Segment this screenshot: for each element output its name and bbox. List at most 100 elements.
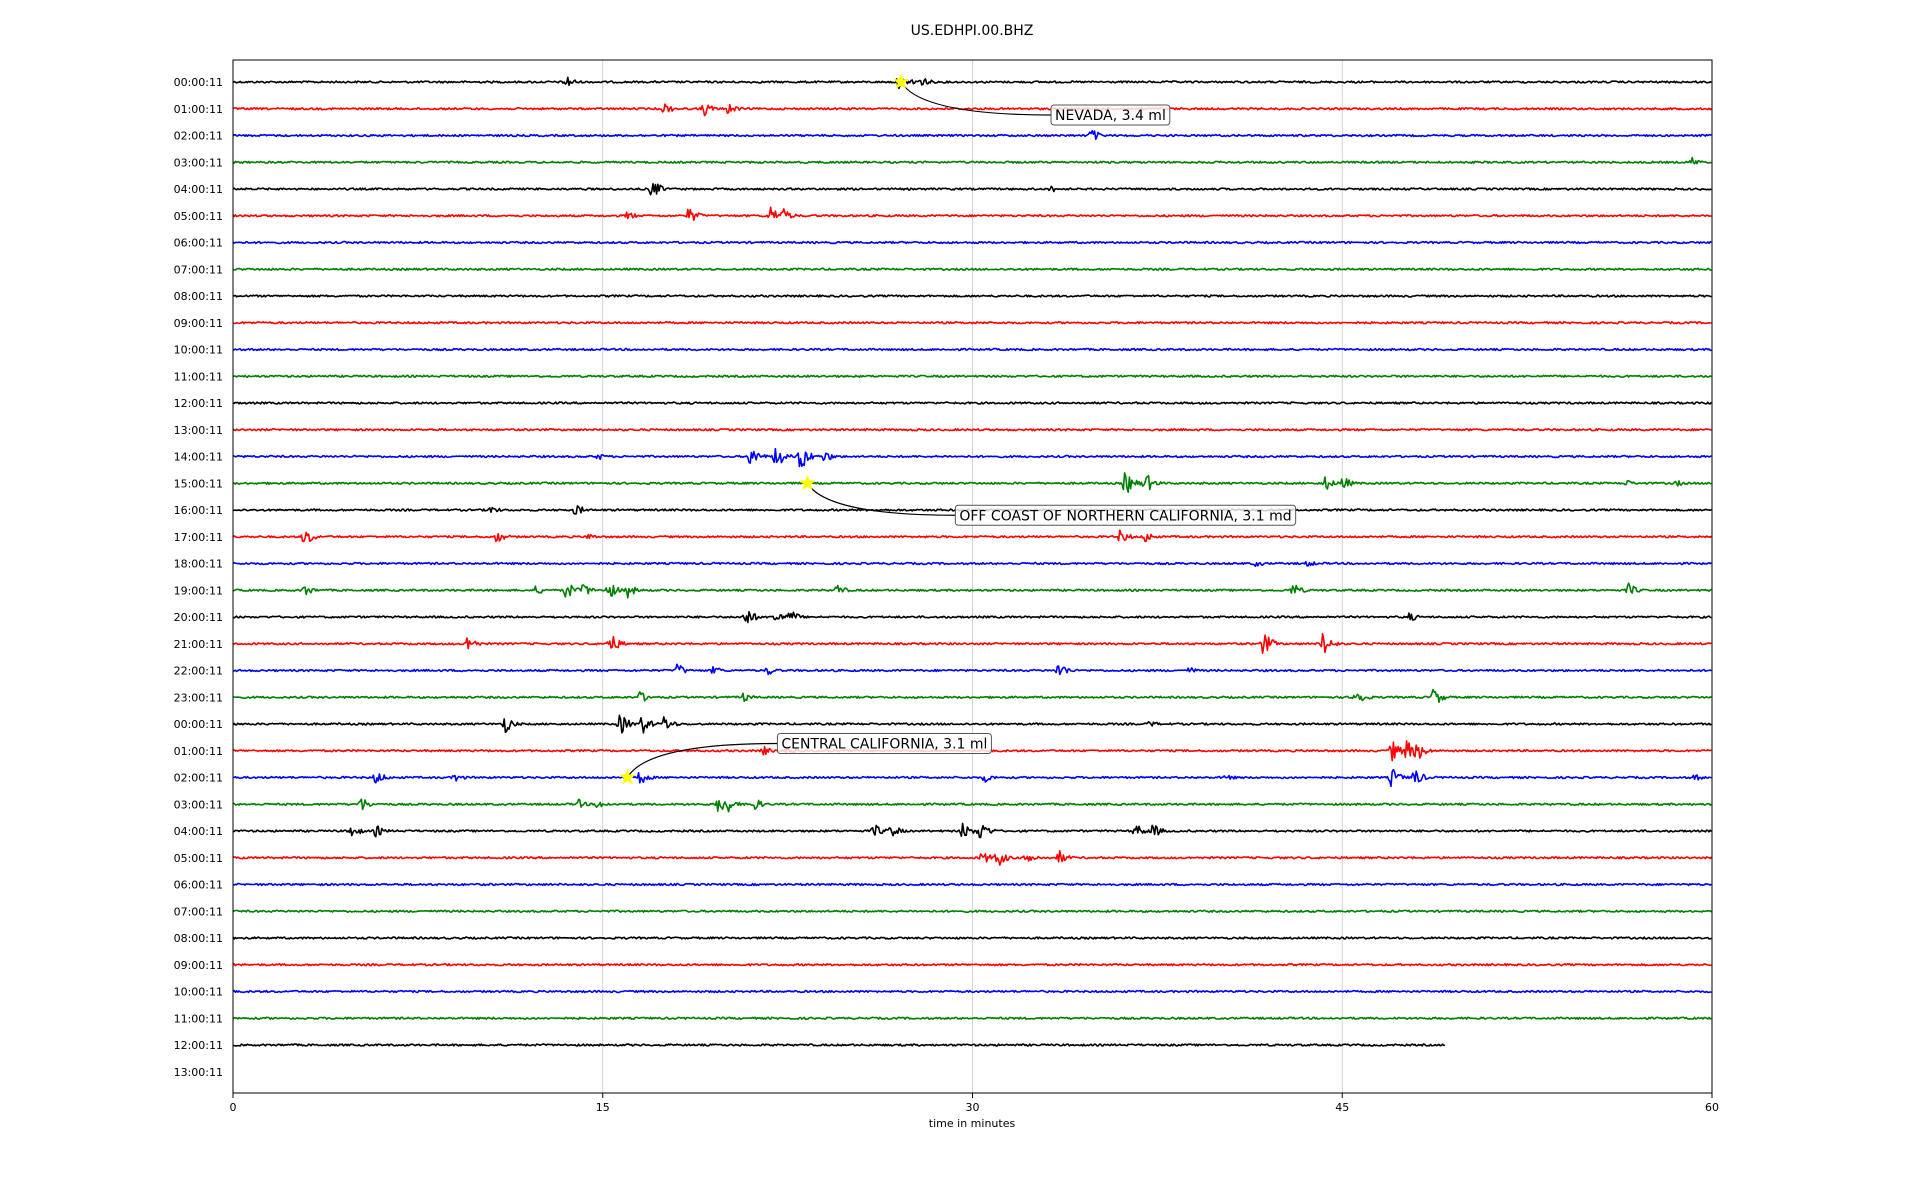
x-axis-label: time in minutes [929, 1117, 1016, 1130]
y-tick-label: 22:00:11 [174, 665, 223, 678]
trace-line [232, 882, 1712, 887]
trace-lines [232, 76, 1713, 1047]
y-tick-label: 06:00:11 [174, 879, 223, 892]
trace-line [232, 472, 1712, 494]
trace-line [232, 374, 1712, 379]
y-tick-label: 07:00:11 [174, 263, 223, 276]
y-tick-label: 03:00:11 [174, 156, 223, 169]
trace-line [232, 156, 1712, 165]
y-tick-label: 04:00:11 [174, 183, 223, 196]
y-tick-label: 05:00:11 [174, 210, 223, 223]
trace-line [232, 582, 1712, 599]
trace-line [232, 822, 1713, 839]
trace-line [232, 560, 1712, 568]
trace-line [232, 447, 1712, 468]
trace-line [232, 610, 1712, 624]
trace-line [232, 529, 1712, 543]
x-tick-label: 30 [966, 1101, 980, 1114]
trace-line [232, 962, 1712, 967]
trace-line [232, 936, 1712, 940]
trace-line [233, 294, 1712, 298]
y-tick-label: 21:00:11 [174, 638, 223, 651]
y-tick-label: 03:00:11 [174, 798, 223, 811]
trace-line [232, 267, 1712, 272]
y-tick-label: 10:00:11 [174, 344, 223, 357]
trace-line [232, 909, 1712, 914]
trace-line [232, 663, 1712, 676]
trace-line [232, 768, 1712, 788]
x-tick-label: 0 [230, 1101, 237, 1114]
y-tick-label: 04:00:11 [174, 825, 223, 838]
y-tick-label: 02:00:11 [174, 772, 223, 785]
chart-title: US.EDHPI.00.BHZ [911, 23, 1034, 39]
y-tick-label: 20:00:11 [174, 611, 223, 624]
event-annotation-box [1050, 104, 1171, 126]
trace-line [232, 714, 1712, 734]
y-tick-label: 02:00:11 [174, 130, 223, 143]
x-tick-labels: 0 15 30 45 60 [230, 1093, 1719, 1114]
trace-line [232, 103, 1712, 117]
y-tick-label: 17:00:11 [174, 531, 223, 544]
trace-line [233, 688, 1712, 704]
trace-line [232, 427, 1712, 432]
y-tick-label: 12:00:11 [174, 397, 223, 410]
trace-line [232, 206, 1712, 221]
y-tick-label: 11:00:11 [174, 1012, 223, 1025]
annotation-connector [626, 742, 778, 778]
y-tick-label: 06:00:11 [174, 237, 223, 250]
y-tick-label: 01:00:11 [174, 745, 223, 758]
trace-line [232, 347, 1712, 352]
trace-line [232, 130, 1712, 140]
event-annotation-label: NEVADA, 3.4 ml [1055, 108, 1166, 124]
x-tick-label: 15 [596, 1101, 610, 1114]
trace-line [232, 798, 1712, 813]
event-star-marker [893, 73, 910, 89]
y-tick-label: 10:00:11 [174, 986, 223, 999]
y-tick-label: 08:00:11 [174, 290, 223, 303]
y-tick-label: 12:00:11 [174, 1039, 223, 1052]
event-annotation-box [776, 733, 992, 754]
event-star-marker [799, 474, 816, 491]
y-tick-label: 13:00:11 [174, 424, 223, 437]
trace-line [232, 183, 1712, 196]
y-tick-label: 14:00:11 [174, 451, 223, 464]
trace-line [232, 240, 1712, 245]
annotation-connector [900, 81, 1052, 116]
y-tick-label: 08:00:11 [174, 932, 223, 945]
event-star-marker [619, 769, 636, 785]
event-annotation-label: OFF COAST OF NORTHERN CALIFORNIA, 3.1 md [959, 508, 1291, 524]
trace-line [232, 1016, 1712, 1021]
trace-line [232, 76, 1712, 90]
trace-line [232, 989, 1712, 994]
event-markers: NEVADA, 3.4 ml OFF COAST OF NORTHERN CALI… [619, 73, 1297, 785]
y-tick-label: 07:00:11 [174, 905, 223, 918]
event-annotation-label: CENTRAL CALIFORNIA, 3.1 ml [781, 737, 987, 753]
y-tick-labels: 00:00:11 01:00:11 02:00:11 03:00:11 04:00:11… [174, 76, 223, 1079]
trace-line [232, 401, 1713, 405]
event-annotation-box [954, 504, 1297, 526]
trace-line [233, 1043, 1446, 1047]
y-tick-label: 15:00:11 [174, 477, 223, 490]
trace-line [232, 849, 1713, 866]
y-tick-label: 00:00:11 [174, 76, 223, 89]
y-tick-label: 13:00:11 [174, 1066, 223, 1079]
y-tick-label: 00:00:11 [174, 718, 223, 731]
y-tick-label: 18:00:11 [174, 558, 223, 571]
y-tick-label: 16:00:11 [174, 504, 223, 517]
y-tick-label: 09:00:11 [174, 317, 223, 330]
y-tick-label: 05:00:11 [174, 852, 223, 865]
trace-line [232, 320, 1712, 325]
y-tick-label: 01:00:11 [174, 103, 223, 116]
y-tick-label: 09:00:11 [174, 959, 223, 972]
grid-lines [602, 60, 1343, 1093]
y-tick-label: 23:00:11 [174, 691, 223, 704]
x-tick-label: 60 [1705, 1101, 1719, 1114]
x-tick-label: 45 [1335, 1101, 1349, 1114]
annotation-connector [806, 482, 956, 516]
y-tick-label: 11:00:11 [174, 370, 223, 383]
trace-line [232, 632, 1712, 655]
y-tick-label: 19:00:11 [174, 584, 223, 597]
